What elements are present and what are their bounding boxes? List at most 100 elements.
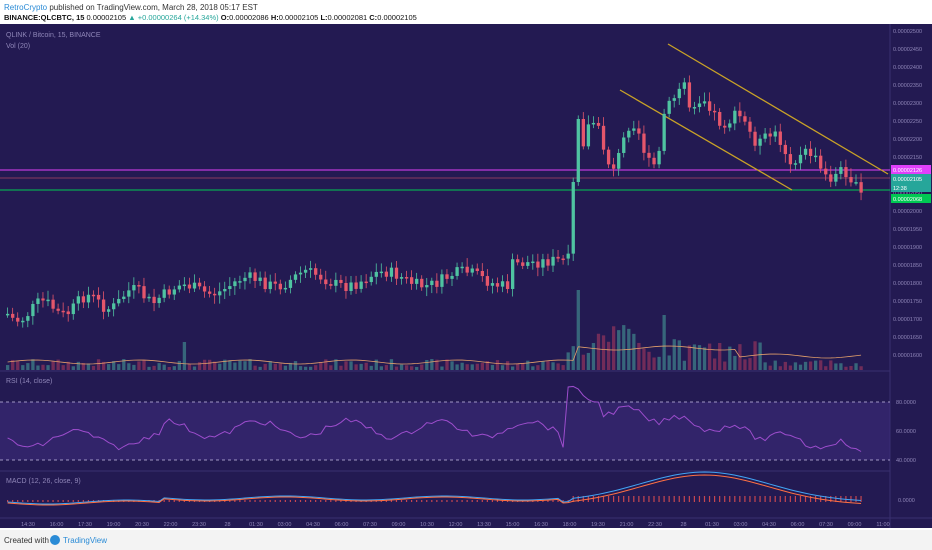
candle-body (531, 261, 535, 264)
macd-histogram-bar (714, 496, 716, 502)
volume-bar (324, 359, 328, 370)
macd-histogram-bar (638, 496, 640, 502)
macd-histogram-bar (542, 500, 544, 502)
candle-body (758, 138, 762, 146)
volume-bar (167, 366, 171, 370)
candle-body (546, 259, 550, 266)
candle-body (738, 110, 742, 117)
macd-histogram-bar (310, 500, 312, 502)
candle-body (612, 164, 616, 169)
price-badges: 0.00002126 0.00002105 12:38 0.00002068 (891, 165, 931, 203)
volume-bar (753, 341, 757, 370)
volume-bar (728, 346, 732, 370)
macd-histogram-bar (552, 500, 554, 502)
chart-canvas[interactable]: QLINK / Bitcoin, 15, BINANCE Vol (20) RS… (0, 24, 932, 528)
volume-bar (142, 360, 146, 370)
volume-bar (677, 340, 681, 370)
volume-bar (16, 360, 20, 370)
candle-body (208, 291, 212, 294)
candle-body (86, 294, 91, 303)
candle-body (21, 320, 25, 323)
macd-histogram-bar (345, 500, 347, 502)
price-badge-label: 0.00002105 (893, 177, 922, 183)
volume-bar (814, 360, 818, 370)
candle-body (293, 274, 298, 280)
main-legend[interactable]: QLINK / Bitcoin, 15, BINANCE (6, 32, 101, 39)
candle-body (233, 281, 237, 287)
volume-bar (723, 361, 727, 370)
macd-histogram-bar (37, 500, 39, 502)
volume-bar (430, 359, 434, 370)
macd-histogram-bar (744, 496, 746, 502)
tradingview-link[interactable]: TradingView (63, 536, 108, 545)
macd-histogram-bar (729, 496, 731, 502)
candle-body (238, 281, 242, 283)
macd-histogram-bar (294, 500, 297, 502)
author-link[interactable]: RetroCrypto (4, 3, 48, 12)
candle-body (404, 277, 409, 279)
candle-body (849, 177, 853, 183)
price-badge-label: 0.00002126 (893, 168, 922, 174)
candle-body (425, 285, 429, 288)
macd-histogram-bar (476, 500, 478, 502)
candle-body (728, 123, 732, 128)
volume-bar (854, 363, 858, 370)
volume-bar (465, 364, 469, 370)
publish-info: RetroCrypto published on TradingView.com… (4, 3, 258, 12)
macd-histogram-bar (547, 500, 549, 502)
macd-histogram-bar (582, 496, 584, 502)
volume-legend[interactable]: Vol (20) (6, 43, 30, 50)
time-tick-label: 13:30 (477, 522, 491, 528)
candle-body (617, 152, 621, 169)
volume-bar (460, 362, 464, 370)
macd-histogram-bar (759, 496, 761, 502)
candle-body (677, 88, 681, 99)
macd-histogram-bar (229, 500, 231, 502)
candle-body (243, 277, 247, 282)
macd-line (7, 471, 862, 505)
volume-bar (410, 366, 414, 370)
candle-body (132, 285, 136, 291)
volume-bar (152, 365, 156, 370)
macd-histogram-bar (284, 500, 286, 502)
time-tick-label: 04:30 (306, 522, 320, 528)
time-tick-label: 01:30 (705, 522, 719, 528)
volume-bar (763, 362, 767, 370)
time-axis[interactable]: 14:30 16:00 17:30 19:00 20:30 22:00 23:30 28 01:… (21, 522, 890, 528)
macd-histogram-bar (431, 500, 433, 502)
candle-body (576, 119, 580, 182)
macd-tick-label: 0.0000 (898, 498, 915, 504)
candle-body (768, 133, 772, 137)
price-tick-label: 0.00002200 (893, 137, 922, 143)
macd-histogram-bar (239, 500, 241, 502)
time-tick-label: 17:30 (78, 522, 92, 528)
macd-legend[interactable]: MACD (12, 26, close, 9) (6, 478, 81, 485)
candle-body (223, 289, 227, 292)
price-tick-label: 0.00001700 (893, 317, 922, 323)
volume-bar (314, 365, 318, 370)
channel-upper-line[interactable] (667, 43, 889, 175)
candle-body (309, 268, 313, 270)
macd-histogram-bar (789, 496, 791, 502)
rsi-axis[interactable]: 80.0000 60.0000 40.0000 (896, 400, 916, 464)
volume-bar (581, 354, 585, 370)
macd-axis[interactable]: 0.0000 (898, 498, 915, 504)
volume-bar (233, 362, 237, 370)
macd-histogram-bar (734, 496, 736, 502)
candle-body (581, 119, 585, 147)
time-tick-label: 11:00 (876, 522, 889, 528)
candle-body (753, 131, 757, 146)
volume-bar (248, 359, 252, 370)
chart-area[interactable]: QLINK / Bitcoin, 15, BINANCE Vol (20) RS… (0, 24, 932, 528)
volume-bar (435, 359, 439, 370)
time-tick-label: 22:00 (164, 522, 178, 528)
price-tick-label: 0.00001850 (893, 263, 922, 269)
channel-lower-line[interactable] (619, 89, 793, 191)
volume-bar (718, 342, 722, 370)
macd-histogram-bar (486, 500, 488, 502)
rsi-legend[interactable]: RSI (14, close) (6, 378, 52, 385)
macd-histogram-bar (703, 496, 706, 502)
candle-body (117, 298, 121, 304)
macd-histogram-bar (643, 496, 645, 502)
candle-body (248, 272, 252, 278)
